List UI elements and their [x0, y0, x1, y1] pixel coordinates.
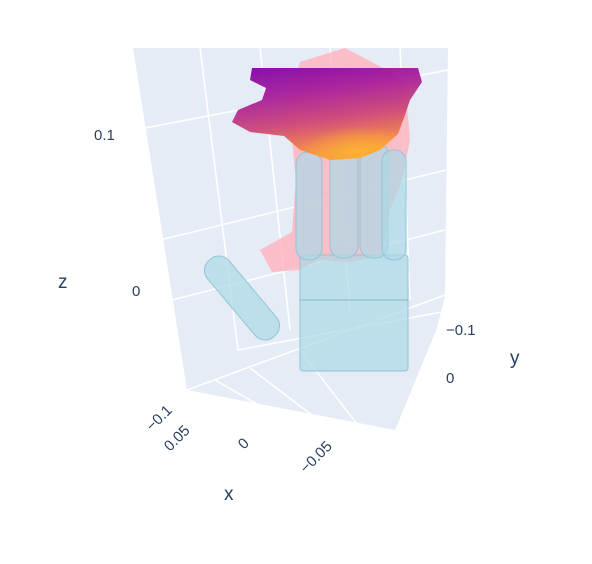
x-axis-ticks: −0.1 0.05 0 −0.05	[143, 402, 336, 477]
hand-mesh	[203, 139, 409, 372]
z-tick: 0.1	[94, 127, 115, 144]
z-axis-title: z	[58, 272, 68, 293]
x-tick: −0.05	[297, 438, 336, 477]
x-tick: 0	[235, 435, 253, 453]
hand-palm	[299, 254, 409, 372]
right-wall	[395, 295, 445, 430]
colored-cloud-highlight	[280, 108, 404, 160]
finger-pinky	[381, 149, 407, 261]
y-tick: 0	[446, 370, 454, 387]
z-tick: 0	[132, 283, 140, 300]
y-axis-title: y	[510, 348, 520, 369]
y-tick: −0.1	[446, 322, 476, 339]
y-axis-ticks: −0.1 0	[446, 322, 476, 387]
finger-index	[295, 151, 323, 261]
x-tick: 0.05	[161, 422, 194, 455]
z-axis-ticks: 0.1 0	[94, 127, 140, 300]
colored-point-cloud	[232, 68, 422, 160]
x-corner-tick: −0.1	[143, 402, 176, 435]
x-axis-title: x	[224, 484, 234, 505]
hand-thumb	[203, 255, 281, 341]
